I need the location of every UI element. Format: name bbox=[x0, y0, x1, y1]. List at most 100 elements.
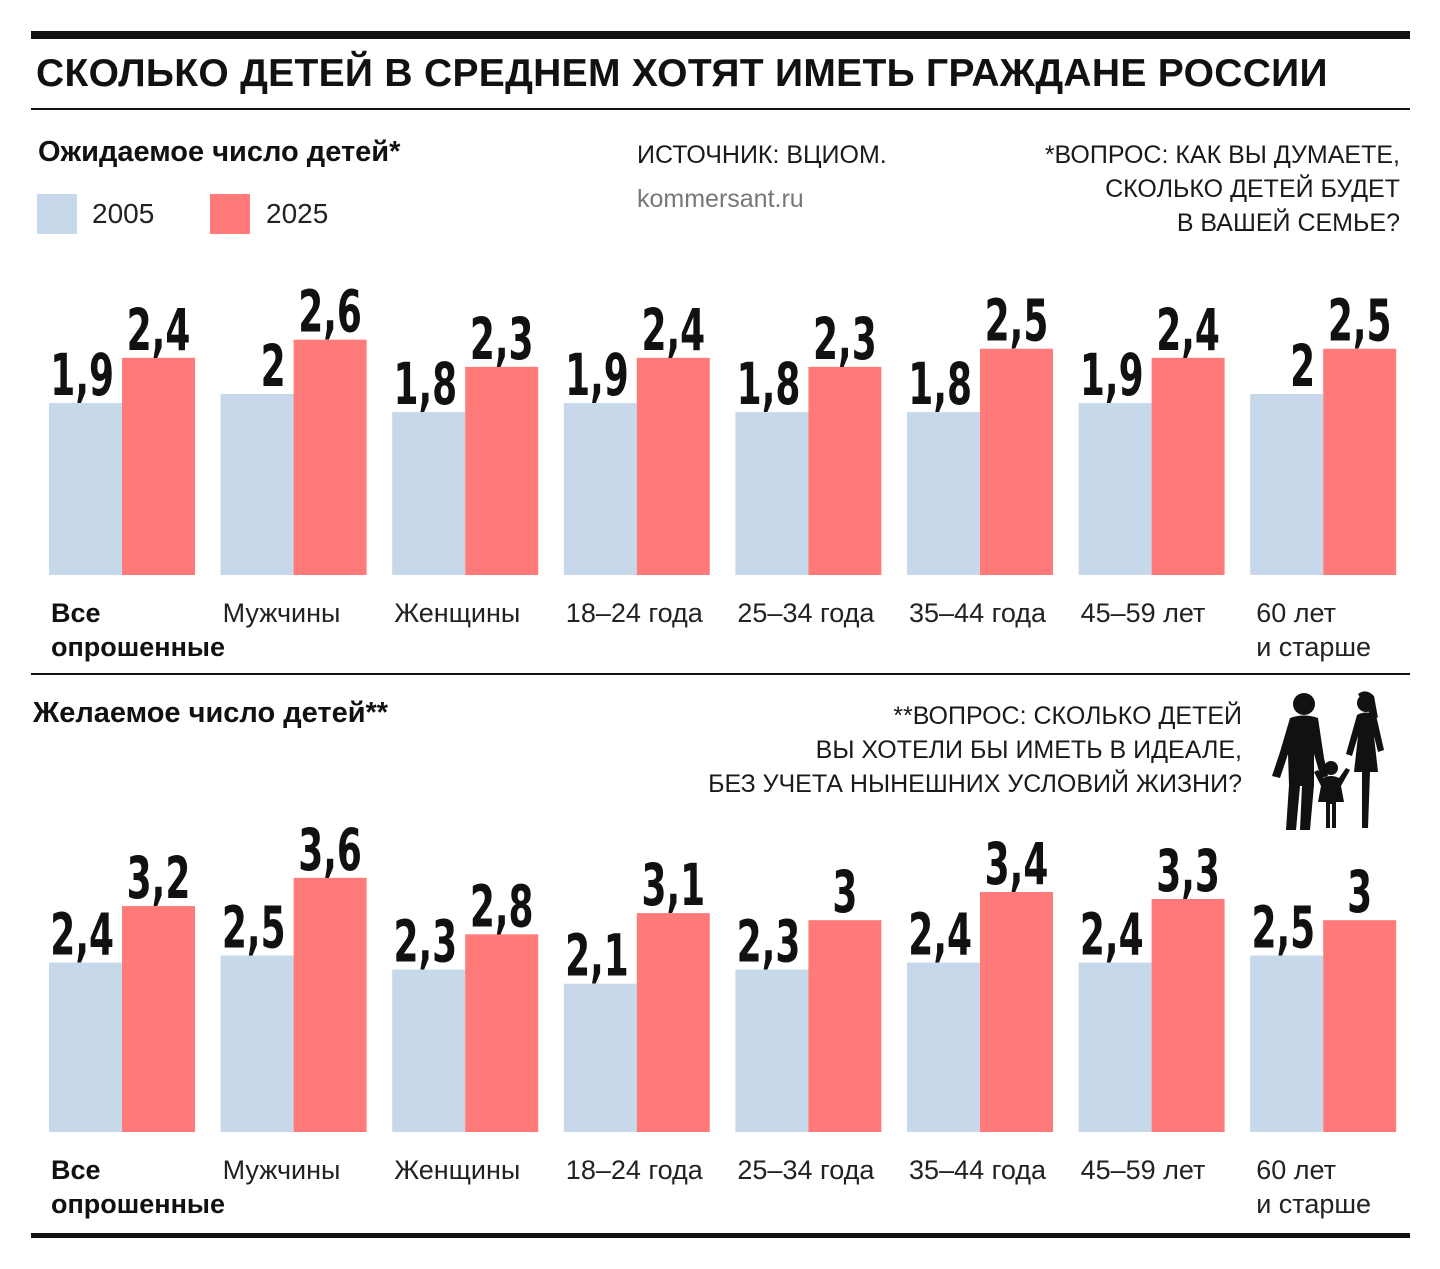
desired-value-label-2025-3: 3,1 bbox=[641, 852, 705, 919]
expected-value-label-2005-6: 1,9 bbox=[1080, 342, 1144, 409]
expected-bar-2005-4 bbox=[735, 412, 809, 575]
desired-bar-2025-4 bbox=[808, 920, 882, 1132]
desired-bar-2005-3 bbox=[563, 983, 637, 1132]
legend-swatch-2005 bbox=[37, 194, 77, 234]
desired-category-label-0-1: опрошенные bbox=[51, 1189, 225, 1219]
expected-question-line-1: *ВОПРОС: КАК ВЫ ДУМАЕТЕ, bbox=[1044, 141, 1400, 169]
expected-bar-2025-4 bbox=[808, 366, 882, 575]
expected-bar-2025-1 bbox=[293, 339, 367, 575]
desired-value-label-2025-4: 3 bbox=[832, 859, 857, 926]
desired-bar-2005-7 bbox=[1250, 955, 1324, 1132]
expected-value-label-2025-5: 2,5 bbox=[985, 288, 1049, 355]
top-rule bbox=[31, 31, 1410, 39]
expected-bar-2005-5 bbox=[907, 412, 980, 575]
desired-bar-2025-6 bbox=[1151, 899, 1225, 1132]
expected-bar-2025-7 bbox=[1323, 348, 1397, 575]
desired-bar-2025-5 bbox=[980, 891, 1053, 1132]
legend-label-2005: 2005 bbox=[92, 198, 155, 229]
desired-value-label-2005-7: 2,5 bbox=[1251, 895, 1315, 962]
expected-category-label-4-0: 25–34 года bbox=[737, 598, 875, 628]
expected-question-line-3: В ВАШЕЙ СЕМЬЕ? bbox=[1176, 209, 1400, 237]
expected-value-label-2005-5: 1,8 bbox=[908, 351, 972, 418]
expected-value-label-2025-2: 2,3 bbox=[470, 306, 534, 373]
expected-bar-2025-3 bbox=[636, 357, 710, 575]
expected-value-label-2005-3: 1,9 bbox=[565, 342, 629, 409]
expected-bar-2005-2 bbox=[392, 412, 466, 575]
desired-question-line-3: БЕЗ УЧЕТА НЫНЕШНИХ УСЛОВИЙ ЖИЗНИ? bbox=[708, 770, 1242, 798]
desired-category-label-4-0: 25–34 года bbox=[737, 1155, 875, 1185]
bottom-rule bbox=[31, 1233, 1410, 1238]
desired-category-label-5-0: 35–44 года bbox=[909, 1155, 1047, 1185]
desired-category-label-1-0: Мужчины bbox=[223, 1155, 341, 1185]
expected-bar-2025-5 bbox=[980, 348, 1053, 575]
expected-category-label-5-0: 35–44 года bbox=[909, 598, 1047, 628]
expected-category-label-7-0: 60 лет bbox=[1256, 598, 1336, 628]
section-title-expected: Ожидаемое число детей* bbox=[38, 136, 401, 168]
expected-value-label-2005-7: 2 bbox=[1290, 333, 1315, 400]
desired-value-label-2025-1: 3,6 bbox=[298, 817, 362, 884]
section-title-desired: Желаемое число детей** bbox=[33, 697, 389, 729]
expected-bar-2025-2 bbox=[465, 366, 539, 575]
desired-bar-2005-0 bbox=[49, 962, 122, 1132]
desired-category-label-6-0: 45–59 лет bbox=[1081, 1155, 1206, 1185]
desired-value-label-2005-2: 2,3 bbox=[393, 909, 457, 976]
desired-value-label-2005-6: 2,4 bbox=[1080, 902, 1144, 969]
desired-value-label-2005-1: 2,5 bbox=[222, 895, 286, 962]
expected-value-label-2005-4: 1,8 bbox=[737, 351, 801, 418]
expected-category-label-1-0: Мужчины bbox=[223, 598, 341, 628]
desired-category-label-3-0: 18–24 года bbox=[566, 1155, 704, 1185]
desired-bar-2025-0 bbox=[122, 906, 195, 1132]
expected-bar-2025-0 bbox=[122, 357, 195, 575]
desired-value-label-2025-7: 3 bbox=[1347, 859, 1372, 926]
expected-value-label-2025-7: 2,5 bbox=[1328, 288, 1392, 355]
desired-bar-2005-4 bbox=[735, 969, 809, 1132]
desired-value-label-2025-2: 2,8 bbox=[470, 873, 534, 940]
site-text: kommersant.ru bbox=[637, 185, 804, 213]
desired-bar-2005-1 bbox=[220, 955, 294, 1132]
desired-value-label-2005-5: 2,4 bbox=[908, 902, 972, 969]
expected-value-label-2005-0: 1,9 bbox=[50, 342, 114, 409]
desired-category-label-2-0: Женщины bbox=[394, 1155, 520, 1185]
desired-bar-2025-7 bbox=[1323, 920, 1397, 1132]
desired-category-label-7-0: 60 лет bbox=[1256, 1155, 1336, 1185]
desired-value-label-2025-5: 3,4 bbox=[985, 831, 1049, 898]
desired-bar-2025-2 bbox=[465, 934, 539, 1132]
desired-bar-2025-3 bbox=[636, 913, 710, 1132]
desired-category-label-7-1: и старше bbox=[1256, 1189, 1371, 1219]
desired-value-label-2025-6: 3,3 bbox=[1156, 838, 1220, 905]
family-silhouette-icon bbox=[1272, 691, 1384, 830]
desired-category-label-0-0: Все bbox=[51, 1155, 101, 1185]
desired-bar-2005-5 bbox=[907, 962, 980, 1132]
legend-swatch-2025 bbox=[210, 194, 250, 234]
expected-value-label-2025-1: 2,6 bbox=[298, 279, 362, 346]
expected-category-label-7-1: и старше bbox=[1256, 632, 1371, 662]
expected-category-label-2-0: Женщины bbox=[394, 598, 520, 628]
page-title: СКОЛЬКО ДЕТЕЙ В СРЕДНЕМ ХОТЯТ ИМЕТЬ ГРАЖ… bbox=[36, 52, 1328, 95]
expected-bar-2005-3 bbox=[563, 403, 637, 575]
desired-value-label-2025-0: 3,2 bbox=[127, 845, 191, 912]
expected-bar-2005-6 bbox=[1078, 403, 1152, 575]
desired-question-line-2: ВЫ ХОТЕЛИ БЫ ИМЕТЬ В ИДЕАЛЕ, bbox=[815, 736, 1242, 764]
desired-bar-2005-2 bbox=[392, 969, 466, 1132]
expected-bar-2025-6 bbox=[1151, 357, 1225, 575]
expected-category-label-6-0: 45–59 лет bbox=[1081, 598, 1206, 628]
expected-bar-2005-0 bbox=[49, 403, 122, 575]
expected-value-label-2005-2: 1,8 bbox=[393, 351, 457, 418]
expected-value-label-2025-0: 2,4 bbox=[127, 297, 191, 364]
source-text: ИСТОЧНИК: ВЦИОМ. bbox=[637, 141, 887, 169]
expected-bar-2005-1 bbox=[220, 394, 294, 575]
legend-label-2025: 2025 bbox=[266, 198, 329, 229]
desired-value-label-2005-3: 2,1 bbox=[565, 923, 629, 990]
expected-value-label-2005-1: 2 bbox=[261, 333, 286, 400]
desired-value-label-2005-4: 2,3 bbox=[737, 909, 801, 976]
desired-bar-2005-6 bbox=[1078, 962, 1152, 1132]
expected-value-label-2025-4: 2,3 bbox=[813, 306, 877, 373]
expected-bar-2005-7 bbox=[1250, 394, 1324, 575]
expected-value-label-2025-6: 2,4 bbox=[1156, 297, 1220, 364]
desired-question-line-1: **ВОПРОС: СКОЛЬКО ДЕТЕЙ bbox=[893, 702, 1242, 730]
expected-category-label-3-0: 18–24 года bbox=[566, 598, 704, 628]
expected-category-label-0-0: Все bbox=[51, 598, 101, 628]
section-divider bbox=[31, 673, 1410, 675]
expected-category-label-0-1: опрошенные bbox=[51, 632, 225, 662]
